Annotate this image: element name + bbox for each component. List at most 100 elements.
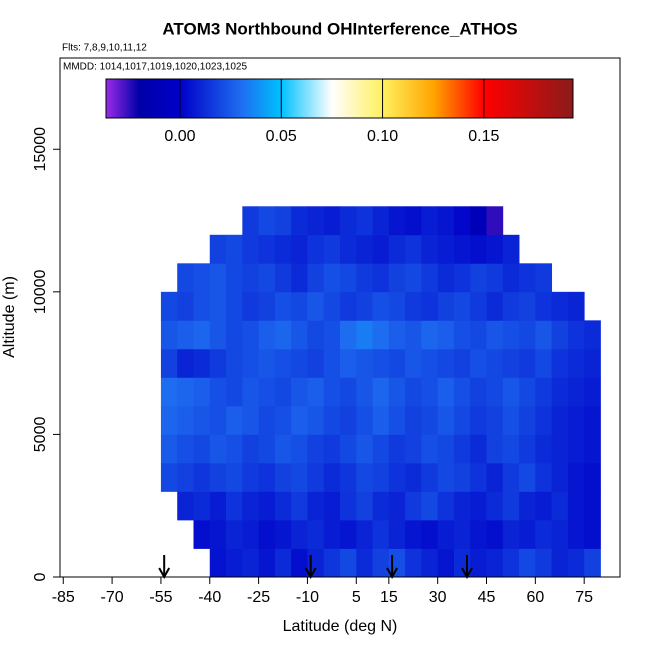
heat-cell xyxy=(486,291,504,321)
heat-cell xyxy=(519,519,536,549)
heat-cell xyxy=(226,434,243,464)
heat-cell xyxy=(226,263,243,293)
heat-cell xyxy=(584,462,601,492)
heat-cell xyxy=(502,462,520,492)
heat-cell xyxy=(584,548,601,578)
heat-cell xyxy=(193,462,211,492)
heat-cell xyxy=(388,263,406,293)
heat-cell xyxy=(242,206,260,236)
heat-cell xyxy=(242,348,260,378)
heat-cell xyxy=(340,377,357,407)
heat-cell xyxy=(242,320,260,350)
heat-cell xyxy=(372,519,390,549)
colorbar-tick-label: 0.05 xyxy=(266,128,297,145)
heat-cell xyxy=(226,491,243,521)
heat-cell xyxy=(258,206,276,236)
heat-cell xyxy=(291,320,308,350)
heat-cell xyxy=(242,263,260,293)
heat-cell xyxy=(470,348,487,378)
heat-cell xyxy=(356,348,373,378)
heat-cell xyxy=(177,462,194,492)
heat-cell xyxy=(535,263,553,293)
heat-cell xyxy=(388,234,406,264)
heat-cell xyxy=(502,263,520,293)
heat-cell xyxy=(193,320,211,350)
heat-cell xyxy=(405,320,422,350)
chart-subtitle: Flts: 7,8,9,10,11,12 xyxy=(62,43,147,54)
heat-cell xyxy=(372,263,390,293)
heat-cell xyxy=(274,206,292,236)
heat-cell xyxy=(226,548,243,578)
heat-cell xyxy=(323,405,341,435)
heat-cell xyxy=(274,519,292,549)
heat-cell xyxy=(274,491,292,521)
heat-cell xyxy=(209,519,227,549)
y-axis-label: Altitude (m) xyxy=(1,276,18,358)
heat-cell xyxy=(340,234,357,264)
heat-cell xyxy=(551,291,569,321)
heat-cell xyxy=(340,519,357,549)
heat-cell xyxy=(274,548,292,578)
heat-cell xyxy=(226,519,243,549)
heat-cell xyxy=(291,348,308,378)
heat-cell xyxy=(209,434,227,464)
heat-cell xyxy=(209,405,227,435)
heat-cell xyxy=(405,462,422,492)
heat-cell xyxy=(405,405,422,435)
heat-cell xyxy=(226,291,243,321)
heat-cell xyxy=(519,320,536,350)
heat-cell xyxy=(567,548,585,578)
heat-cell xyxy=(372,405,390,435)
heat-cell xyxy=(323,206,341,236)
heat-cell xyxy=(567,348,585,378)
heat-cell xyxy=(421,206,439,236)
heat-cell xyxy=(567,462,585,492)
heat-cell xyxy=(193,263,211,293)
heat-cell xyxy=(502,405,520,435)
heat-cell xyxy=(193,519,211,549)
heat-cell xyxy=(340,348,357,378)
heat-cell xyxy=(274,348,292,378)
heat-cell xyxy=(177,263,194,293)
heat-cell xyxy=(421,320,439,350)
heat-cell xyxy=(388,348,406,378)
heat-cell xyxy=(226,405,243,435)
heat-cell xyxy=(356,434,373,464)
heat-cell xyxy=(519,434,536,464)
heat-cell xyxy=(356,206,373,236)
heat-cell xyxy=(291,405,308,435)
heat-cell xyxy=(209,491,227,521)
heat-cell xyxy=(258,519,276,549)
heat-cell xyxy=(584,320,601,350)
x-tick-label: 5 xyxy=(352,589,361,606)
heat-cell xyxy=(177,434,194,464)
heat-cell xyxy=(502,320,520,350)
heat-cell xyxy=(291,263,308,293)
heat-cell xyxy=(519,291,536,321)
colorbar-tick-label: 0.10 xyxy=(367,128,398,145)
y-tick-label: 15000 xyxy=(32,127,49,172)
heat-cell xyxy=(340,548,357,578)
heat-cell xyxy=(453,206,471,236)
heat-cell xyxy=(535,377,553,407)
heat-cell xyxy=(388,291,406,321)
y-tick-label: 10000 xyxy=(32,269,49,314)
heat-cell xyxy=(470,462,487,492)
x-tick-label: -70 xyxy=(101,589,124,606)
heat-cell xyxy=(453,462,471,492)
heat-cell xyxy=(258,348,276,378)
heat-cell xyxy=(486,234,504,264)
heat-cell xyxy=(372,320,390,350)
heat-cell xyxy=(291,548,308,578)
heat-cell xyxy=(453,405,471,435)
heat-cell xyxy=(519,377,536,407)
heat-cell xyxy=(160,320,178,350)
heat-cell xyxy=(242,234,260,264)
heat-cell xyxy=(242,434,260,464)
heat-cell xyxy=(340,206,357,236)
heat-cell xyxy=(323,491,341,521)
heat-cell xyxy=(160,291,178,321)
x-tick-label: 15 xyxy=(380,589,398,606)
heat-cell xyxy=(372,377,390,407)
